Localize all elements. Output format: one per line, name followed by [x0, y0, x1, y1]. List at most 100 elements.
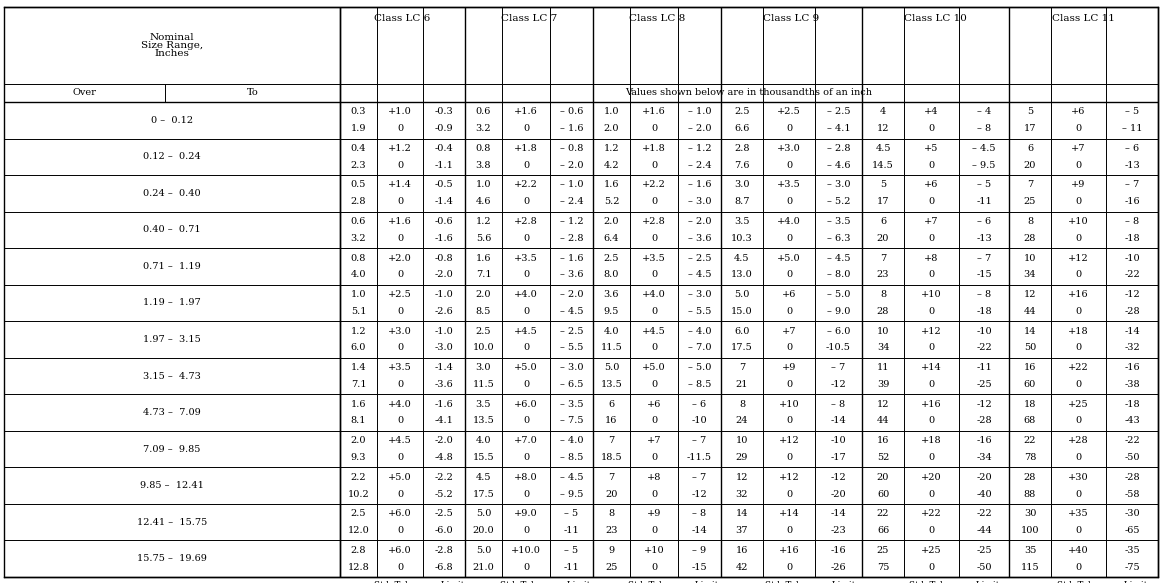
- Text: Class LC 9: Class LC 9: [763, 14, 819, 23]
- Text: -6.8: -6.8: [435, 563, 453, 572]
- Text: 0: 0: [651, 307, 657, 316]
- Text: -10: -10: [691, 416, 708, 426]
- Text: – 4: – 4: [977, 107, 991, 117]
- Text: Std. Tolerance Limits: Std. Tolerance Limits: [765, 581, 860, 583]
- Text: -58: -58: [1125, 490, 1140, 498]
- Text: – 3.5: – 3.5: [560, 400, 583, 409]
- Text: 11: 11: [877, 363, 889, 372]
- Text: +2.5: +2.5: [777, 107, 801, 117]
- Text: -0.5: -0.5: [435, 181, 453, 189]
- Text: Std. Tolerance Limits: Std. Tolerance Limits: [909, 581, 1004, 583]
- Text: – 4.0: – 4.0: [688, 326, 711, 336]
- Text: 10.0: 10.0: [473, 343, 494, 352]
- Text: 0: 0: [928, 453, 934, 462]
- Text: 0: 0: [786, 271, 792, 279]
- Text: +6.0: +6.0: [515, 400, 538, 409]
- Text: +6: +6: [782, 290, 796, 299]
- Text: 3.15 –  4.73: 3.15 – 4.73: [143, 371, 201, 381]
- Text: 7: 7: [609, 436, 615, 445]
- Text: Class LC 6: Class LC 6: [374, 14, 431, 23]
- Text: 0: 0: [397, 526, 403, 535]
- Text: 7: 7: [739, 363, 745, 372]
- Text: 12: 12: [877, 124, 889, 133]
- Text: 6.0: 6.0: [351, 343, 366, 352]
- Text: – 8.5: – 8.5: [688, 380, 711, 389]
- Text: 1.9: 1.9: [351, 124, 366, 133]
- Text: -13: -13: [976, 234, 992, 243]
- Text: – 1.6: – 1.6: [560, 254, 583, 262]
- Text: +1.0: +1.0: [388, 107, 411, 117]
- Text: Class LC 10: Class LC 10: [904, 14, 967, 23]
- Text: +1.6: +1.6: [514, 107, 538, 117]
- Text: -0.9: -0.9: [435, 124, 453, 133]
- Text: 0: 0: [1076, 563, 1082, 572]
- Text: 4.2: 4.2: [604, 161, 619, 170]
- Text: 28: 28: [877, 307, 889, 316]
- Text: 1.0: 1.0: [475, 181, 492, 189]
- Text: – 2.0: – 2.0: [560, 161, 583, 170]
- Text: +7: +7: [1071, 144, 1085, 153]
- Text: 0: 0: [928, 526, 934, 535]
- Text: 1.19 –  1.97: 1.19 – 1.97: [143, 298, 201, 307]
- Text: 0: 0: [786, 453, 792, 462]
- Text: 5: 5: [880, 181, 887, 189]
- Text: -12: -12: [831, 380, 846, 389]
- Text: 7: 7: [880, 254, 887, 262]
- Text: -17: -17: [831, 453, 846, 462]
- Text: 4.5: 4.5: [475, 473, 492, 482]
- Text: – 5.5: – 5.5: [560, 343, 583, 352]
- Text: 5.0: 5.0: [475, 510, 492, 518]
- Text: -50: -50: [976, 563, 991, 572]
- Text: – 6: – 6: [693, 400, 706, 409]
- Text: +7: +7: [647, 436, 661, 445]
- Text: 0: 0: [1076, 234, 1082, 243]
- Text: +4.0: +4.0: [643, 290, 666, 299]
- Text: 12: 12: [1024, 290, 1037, 299]
- Text: 8: 8: [609, 510, 615, 518]
- Text: +18: +18: [1068, 326, 1089, 336]
- Text: 0: 0: [397, 271, 403, 279]
- Text: 5.0: 5.0: [475, 546, 492, 555]
- Text: +25: +25: [921, 546, 942, 555]
- Text: 0: 0: [397, 490, 403, 498]
- Text: 18: 18: [1024, 400, 1037, 409]
- Text: -16: -16: [1124, 363, 1140, 372]
- Text: 5.2: 5.2: [604, 197, 619, 206]
- Text: +3.0: +3.0: [388, 326, 411, 336]
- Text: 0: 0: [1076, 197, 1082, 206]
- Text: – 5.0: – 5.0: [688, 363, 711, 372]
- Text: – 7: – 7: [1125, 181, 1139, 189]
- Text: -28: -28: [976, 416, 992, 426]
- Text: -12: -12: [691, 490, 708, 498]
- Text: 0: 0: [928, 343, 934, 352]
- Text: 1.2: 1.2: [604, 144, 619, 153]
- Text: 42: 42: [736, 563, 748, 572]
- Text: – 8: – 8: [832, 400, 846, 409]
- Text: 0: 0: [397, 161, 403, 170]
- Text: – 2.0: – 2.0: [688, 217, 711, 226]
- Text: 1.0: 1.0: [351, 290, 366, 299]
- Text: 7: 7: [609, 473, 615, 482]
- Text: 75: 75: [877, 563, 889, 572]
- Text: 0: 0: [1076, 380, 1082, 389]
- Text: +1.6: +1.6: [388, 217, 411, 226]
- Text: +2.8: +2.8: [514, 217, 538, 226]
- Text: 4.6: 4.6: [475, 197, 492, 206]
- Text: 5.0: 5.0: [734, 290, 749, 299]
- Text: 0: 0: [651, 124, 657, 133]
- Text: 8.7: 8.7: [734, 197, 749, 206]
- Text: 0: 0: [928, 197, 934, 206]
- Text: – 7.0: – 7.0: [688, 343, 711, 352]
- Text: 0.4: 0.4: [351, 144, 366, 153]
- Text: Std. Tolerance Limits: Std. Tolerance Limits: [1057, 581, 1152, 583]
- Text: -1.6: -1.6: [435, 400, 453, 409]
- Text: -6.0: -6.0: [435, 526, 453, 535]
- Text: -75: -75: [1124, 563, 1140, 572]
- Text: 12: 12: [877, 400, 889, 409]
- Text: 1.0: 1.0: [604, 107, 619, 117]
- Text: – 4.5: – 4.5: [688, 271, 711, 279]
- Text: 0: 0: [397, 307, 403, 316]
- Text: +14: +14: [779, 510, 799, 518]
- Text: To: To: [246, 89, 258, 97]
- Text: 1.6: 1.6: [604, 181, 619, 189]
